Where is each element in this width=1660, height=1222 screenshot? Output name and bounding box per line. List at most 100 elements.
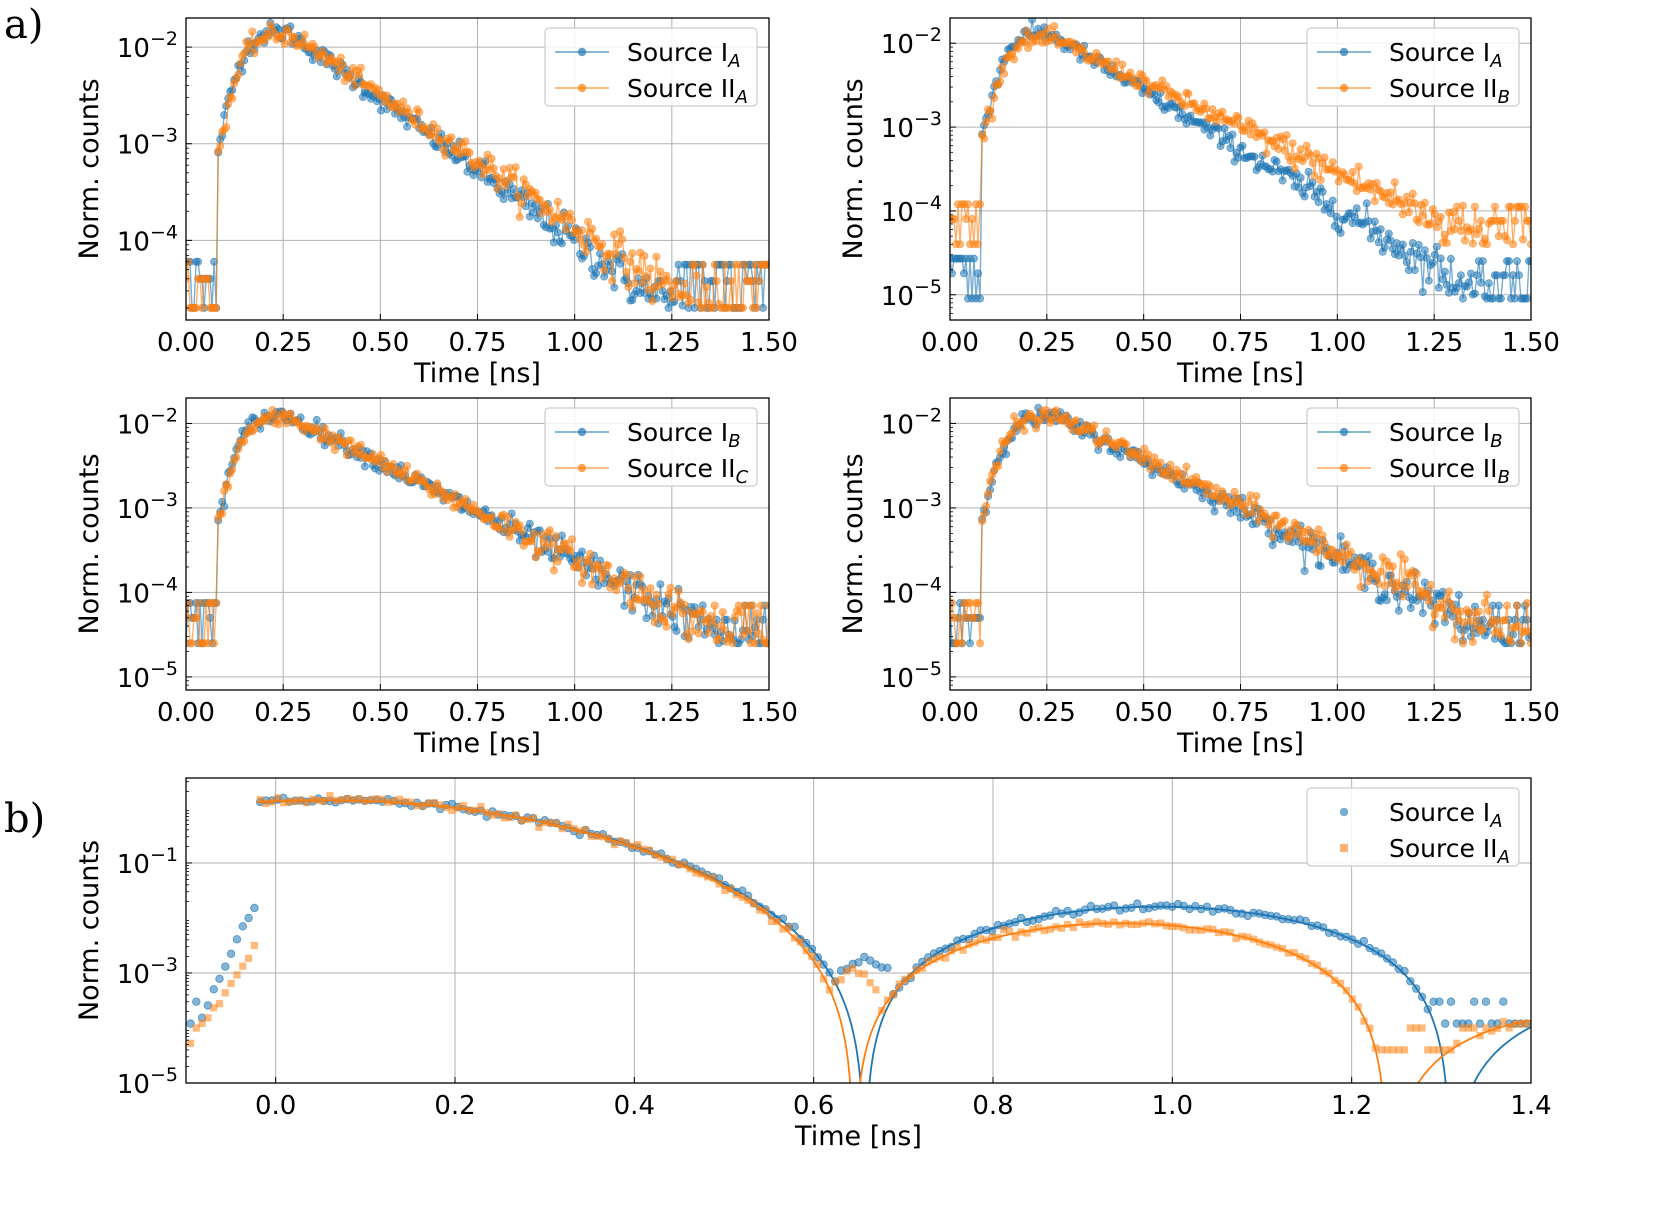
data-point [976,935,985,943]
data-point [465,806,473,814]
y-tick-label: 10−3 [881,108,942,144]
data-point [1308,538,1317,547]
data-point [1435,997,1444,1006]
data-point [227,979,235,988]
data-point [1394,606,1403,615]
x-tick-label: 0.6 [793,1091,834,1121]
data-point [1454,216,1463,225]
data-point [1466,225,1475,234]
data-point [1310,171,1319,180]
data-point [698,260,707,269]
data-point [578,547,587,556]
data-point [1145,918,1153,926]
data-point [684,635,693,644]
data-point [1470,1024,1478,1032]
data-point [509,173,518,182]
x-tick-label: 1.2 [1331,1091,1372,1121]
data-point [974,240,983,249]
data-point [1254,517,1263,526]
legend-label: Source IA [1389,798,1503,832]
data-point [1286,156,1295,165]
data-point [198,1019,206,1027]
data-point [1348,167,1357,176]
data-point [300,30,309,39]
data-point [1388,958,1398,967]
data-point [1417,992,1427,1001]
x-tick-label: 0.4 [614,1091,655,1121]
data-point [1480,598,1489,607]
data-point [1300,192,1309,201]
data-point [1432,242,1441,251]
y-tick-label: 10−1 [117,844,178,880]
legend-marker [1339,807,1349,817]
data-point [350,81,359,90]
data-point [634,267,643,276]
data-point [994,462,1003,471]
data-point [574,556,583,565]
data-point [334,66,343,75]
data-point [518,816,526,824]
y-tick-label: 10−3 [881,489,942,525]
y-tick-label: 10−5 [881,276,942,312]
data-point [1523,615,1531,624]
data-point [1098,919,1107,927]
data-point [746,276,755,285]
data-point [614,240,623,249]
data-point [1482,240,1491,249]
data-point [1208,105,1217,114]
data-point [1474,224,1483,233]
data-point [674,587,683,596]
data-point [1318,531,1327,540]
data-point [1218,107,1227,116]
data-point [666,583,675,592]
data-point [744,896,752,904]
data-point [971,939,979,947]
data-point [228,86,237,95]
data-point [525,519,534,528]
legend-marker [1339,463,1349,473]
y-tick-label: 10−4 [881,192,942,228]
data-point [1133,920,1141,928]
data-point [924,958,932,966]
data-point [752,303,761,312]
data-point [959,946,967,954]
data-point [274,794,282,802]
data-point [531,188,540,197]
plot-area [950,403,1531,648]
legend-label: Source IIA [1389,834,1510,868]
data-point [487,512,496,521]
data-point [1410,266,1419,275]
data-point [605,835,613,843]
data-point [690,260,699,269]
data-point [1442,238,1451,247]
data-point [990,93,999,102]
data-point [1046,925,1054,933]
data-point [1446,254,1455,263]
data-point [636,572,645,581]
x-tick-label: 0.8 [972,1091,1013,1121]
data-point [988,933,996,941]
data-point [314,797,322,805]
data-point [509,185,518,194]
data-point [998,62,1007,71]
legend-label: Source IIB [1389,454,1510,488]
data-point [210,639,219,648]
data-point [1040,926,1048,935]
data-point [209,985,218,994]
data-point [413,802,421,810]
data-point [541,200,550,209]
data-point [1316,562,1325,571]
data-point [1017,928,1025,936]
y-tick-label: 10−4 [117,573,178,609]
data-point [1278,945,1287,953]
data-point [210,257,219,266]
data-point [442,804,450,812]
data-point [1458,639,1467,648]
data-point [750,900,758,908]
data-point [1232,934,1240,943]
data-point [976,639,985,648]
data-point [1475,1019,1485,1028]
data-point [1197,926,1205,934]
data-point [552,820,560,828]
